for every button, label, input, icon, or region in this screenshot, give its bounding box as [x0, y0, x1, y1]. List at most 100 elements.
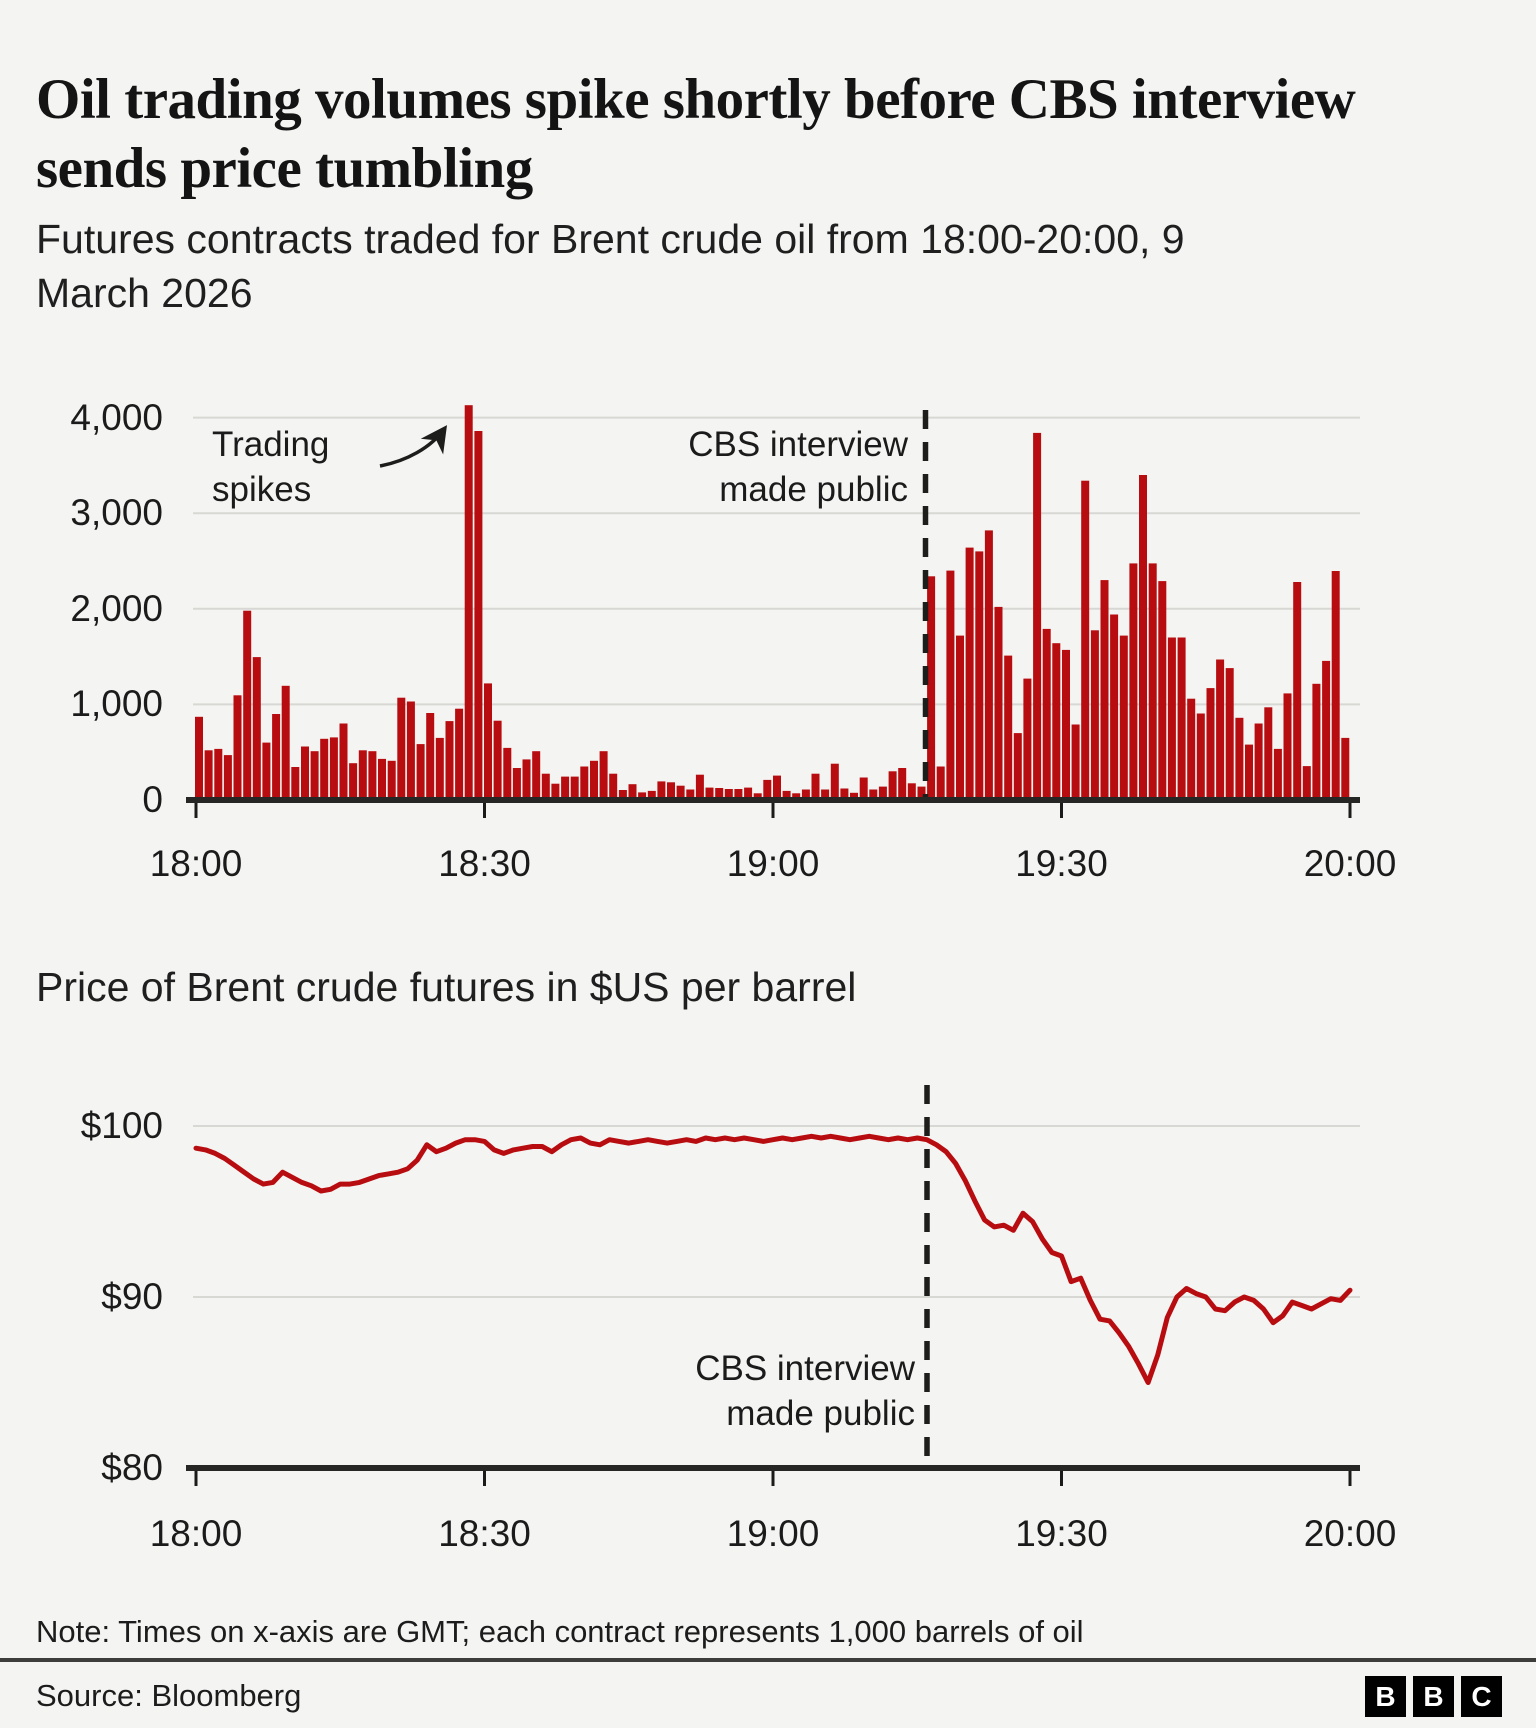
- volume-bar: [734, 789, 743, 800]
- price-chart-gridlines: [193, 1125, 1360, 1298]
- volume-bar: [695, 774, 704, 800]
- volume-x-tick-label: 20:00: [1303, 843, 1397, 884]
- bbc-logo-letter: C: [1461, 1676, 1502, 1717]
- volume-bar: [532, 751, 541, 800]
- volume-bar: [252, 657, 261, 800]
- volume-bar: [551, 783, 560, 800]
- volume-y-tick-label: 3,000: [70, 492, 163, 534]
- price-y-tick-label: $80: [101, 1447, 163, 1488]
- volume-bar: [503, 747, 512, 800]
- price-x-tick-label: 18:00: [149, 1513, 243, 1554]
- volume-chart-title: Futures contracts traded for Brent crude…: [36, 216, 1185, 317]
- volume-bar: [609, 773, 618, 800]
- volume-bar: [850, 792, 858, 800]
- volume-bar: [878, 786, 887, 800]
- volume-bar: [445, 721, 454, 800]
- volume-bar: [869, 789, 878, 800]
- price-x-tick-label: 18:30: [438, 1513, 531, 1554]
- volume-bar: [233, 695, 242, 800]
- volume-bar: [984, 530, 993, 800]
- volume-bar: [329, 737, 338, 800]
- bbc-logo-letter: B: [1365, 1676, 1406, 1717]
- volume-bar: [580, 766, 589, 800]
- volume-bar: [291, 767, 300, 800]
- volume-bar: [1119, 635, 1128, 800]
- bbc-logo-letter: B: [1413, 1676, 1454, 1717]
- volume-bar: [368, 751, 377, 800]
- volume-bar: [387, 760, 396, 800]
- volume-bar: [590, 760, 598, 800]
- volume-bar: [782, 790, 791, 800]
- volume-bar: [464, 405, 473, 800]
- volume-bar: [647, 790, 656, 800]
- volume-bar: [426, 713, 435, 800]
- volume-y-tick-label: 2,000: [70, 587, 163, 629]
- page-title: Oil trading volumes spike shortly before…: [36, 68, 1356, 200]
- volume-bar: [512, 768, 521, 800]
- volume-bar: [965, 547, 974, 800]
- volume-bar: [397, 697, 406, 800]
- price-chart-title: Price of Brent crude futures in $US per …: [36, 964, 857, 1010]
- volume-bar: [888, 771, 897, 800]
- volume-bar: [493, 720, 502, 800]
- volume-bar: [1293, 582, 1302, 800]
- volume-bar: [301, 746, 309, 800]
- volume-bar: [1322, 660, 1331, 800]
- volume-bar: [349, 763, 358, 800]
- volume-bar: [956, 635, 964, 800]
- volume-bar: [1216, 659, 1225, 800]
- volume-bar: [801, 789, 810, 800]
- volume-bar: [1139, 475, 1147, 800]
- volume-bar: [339, 723, 348, 800]
- trading-spikes-arrow-icon: [379, 425, 448, 468]
- volume-bar: [657, 781, 666, 800]
- volume-bar: [994, 606, 1003, 800]
- volume-bar: [1129, 563, 1138, 800]
- price-line-group: [193, 1133, 1353, 1385]
- volume-bar: [975, 551, 984, 800]
- price-x-tick-label: 20:00: [1303, 1513, 1397, 1554]
- volume-bars-group: [195, 405, 1350, 800]
- price-x-tick-label: 19:00: [726, 1513, 820, 1554]
- price-chart-cbs-annotation: CBS interview made public: [695, 1349, 915, 1433]
- volume-bar: [1090, 630, 1099, 800]
- volume-chart-axis: [186, 797, 1360, 818]
- volume-bar: [1196, 713, 1205, 800]
- volume-bar: [1245, 744, 1253, 800]
- bbc-logo: B B C: [1365, 1676, 1502, 1717]
- volume-bar: [1100, 580, 1109, 800]
- volume-bar: [638, 792, 647, 800]
- volume-bar: [522, 759, 531, 800]
- volume-x-tick-label: 19:30: [1015, 843, 1108, 884]
- volume-bar: [628, 784, 637, 800]
- volume-bar: [1187, 698, 1196, 800]
- volume-bar: [243, 610, 252, 800]
- price-y-tick-label: $90: [101, 1276, 163, 1317]
- volume-bar: [1062, 649, 1070, 800]
- volume-bar: [1013, 733, 1022, 800]
- price-line: [193, 1133, 1353, 1385]
- volume-bar: [1158, 581, 1167, 800]
- volume-bar: [763, 779, 772, 800]
- volume-bar: [1167, 637, 1176, 800]
- volume-bar: [378, 758, 386, 800]
- volume-bar: [541, 773, 550, 800]
- volume-bar: [561, 776, 570, 800]
- volume-bar: [753, 793, 762, 800]
- volume-bar: [204, 750, 213, 800]
- volume-bar: [1052, 643, 1061, 800]
- volume-bar: [1254, 723, 1263, 800]
- volume-bar: [484, 683, 492, 800]
- volume-bar: [898, 768, 907, 800]
- volume-bar: [1273, 748, 1282, 800]
- volume-bar: [840, 788, 849, 800]
- volume-bar: [416, 744, 425, 800]
- price-x-tick-label: 19:30: [1015, 1513, 1108, 1554]
- volume-bar: [686, 789, 695, 800]
- volume-bar: [406, 701, 415, 800]
- footer-divider: [0, 1658, 1536, 1662]
- volume-bar: [1071, 724, 1080, 800]
- volume-bar: [744, 787, 753, 800]
